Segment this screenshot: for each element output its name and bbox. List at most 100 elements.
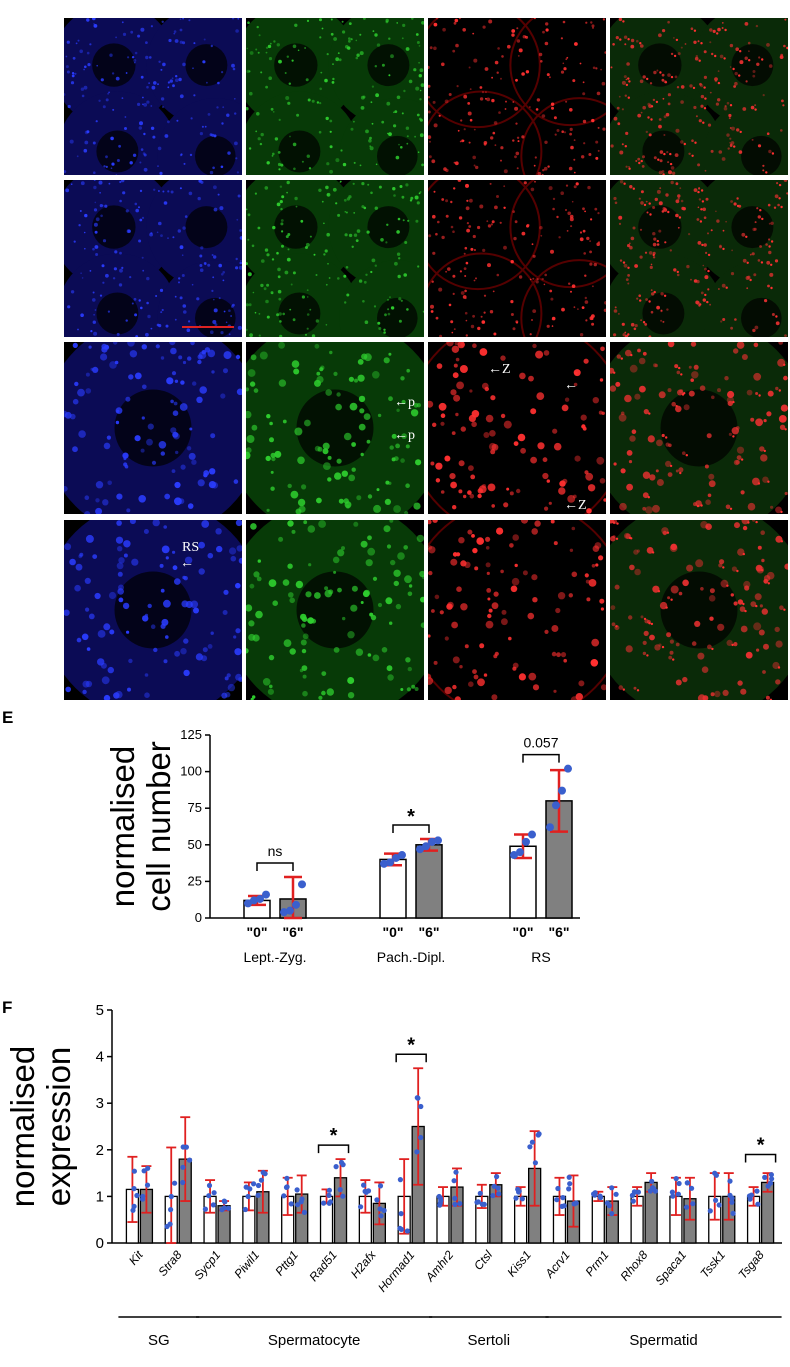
cell-spot	[282, 419, 287, 424]
cell-spot	[144, 673, 149, 677]
data-point	[245, 1193, 251, 1200]
cell-spot	[261, 259, 265, 263]
cell-spot	[287, 520, 294, 527]
cell-spot-red	[638, 161, 641, 165]
cell-spot	[388, 74, 391, 77]
cell-spot	[277, 275, 281, 279]
cell-spot	[146, 276, 150, 281]
data-point	[243, 1184, 249, 1190]
cell-spot	[64, 486, 68, 492]
cell-spot	[625, 645, 633, 653]
cell-spot	[667, 596, 671, 600]
cell-spot	[116, 493, 123, 500]
cell-spot	[440, 413, 446, 418]
cell-spot	[667, 93, 671, 97]
cell-spot	[377, 413, 382, 418]
cell-spot	[81, 94, 85, 98]
tubule-lumen	[642, 130, 685, 173]
cell-spot	[413, 502, 421, 510]
cell-spot	[134, 61, 136, 64]
cell-spot	[421, 575, 424, 580]
cell-spot	[77, 388, 85, 397]
cell-spot-red	[739, 50, 742, 53]
cell-spot-red	[701, 200, 705, 203]
data-point	[180, 1179, 186, 1186]
cell-spot	[491, 76, 493, 79]
cell-spot	[237, 194, 241, 198]
cell-spot-red	[722, 247, 725, 251]
cell-spot	[621, 322, 625, 326]
cell-spot	[456, 381, 464, 390]
cell-spot	[185, 600, 193, 609]
cell-spot-red	[765, 171, 768, 174]
cell-spot	[84, 213, 88, 218]
cell-spot	[414, 135, 416, 138]
cell-spot	[422, 310, 424, 313]
cell-spot	[756, 565, 765, 574]
cell-spot	[348, 233, 353, 238]
cell-spot	[520, 520, 529, 524]
cell-spot-red	[699, 220, 703, 223]
cell-spot	[314, 592, 321, 599]
cell-spot-red	[755, 520, 758, 524]
cell-spot	[551, 325, 554, 327]
cell-spot-red	[646, 654, 649, 657]
cell-spot	[481, 484, 487, 489]
cell-spot	[235, 266, 239, 270]
cell-spot	[503, 502, 509, 508]
cell-spot	[300, 219, 304, 223]
cell-spot	[295, 580, 304, 589]
gene-label: Ctsl	[471, 1248, 495, 1273]
cell-spot	[339, 181, 342, 184]
cell-spot	[101, 343, 107, 350]
cell-spot	[583, 142, 586, 145]
cell-spot	[642, 651, 647, 656]
cell-spot	[404, 511, 409, 514]
cell-spot	[179, 18, 182, 20]
cell-spot-red	[640, 159, 643, 163]
cell-spot	[688, 365, 692, 369]
cell-spot	[747, 502, 756, 511]
cell-spot	[247, 369, 256, 377]
cell-spot	[465, 319, 468, 322]
cell-spot	[729, 141, 731, 144]
cell-spot	[444, 99, 449, 104]
cell-spot	[581, 424, 586, 429]
data-point	[630, 1198, 636, 1204]
cell-spot	[207, 113, 211, 116]
cell-spot	[270, 486, 275, 491]
micrograph-image	[64, 18, 242, 175]
cell-spot	[161, 618, 169, 626]
cell-spot	[269, 437, 274, 443]
data-point	[333, 1164, 339, 1170]
cell-spot	[348, 22, 352, 25]
cell-spot	[589, 262, 593, 266]
data-point	[392, 853, 400, 862]
cell-spot	[89, 43, 92, 46]
cell-spot	[220, 331, 224, 335]
cell-spot	[759, 604, 763, 608]
cell-spot	[170, 399, 174, 404]
cell-spot	[187, 503, 194, 509]
micrograph-image	[610, 180, 788, 337]
cell-spot	[766, 43, 770, 47]
cell-spot-red	[648, 622, 651, 625]
tubule-lumen	[367, 44, 410, 87]
cell-spot	[270, 452, 276, 458]
cell-spot	[519, 372, 526, 380]
cell-spot	[419, 98, 422, 101]
cell-spot	[548, 186, 553, 191]
cell-spot	[699, 82, 702, 86]
cell-spot	[431, 609, 435, 613]
cell-spot	[289, 648, 296, 655]
cell-spot	[199, 386, 207, 394]
cell-spot	[278, 118, 281, 121]
cell-spot	[748, 50, 750, 53]
cell-spot	[199, 268, 204, 272]
cell-spot	[510, 260, 514, 264]
gene-label: Tssk1	[697, 1248, 728, 1281]
cell-spot	[388, 37, 391, 40]
data-point	[377, 1206, 383, 1212]
cell-spot	[204, 125, 207, 128]
annotation-text: Z	[578, 498, 587, 513]
